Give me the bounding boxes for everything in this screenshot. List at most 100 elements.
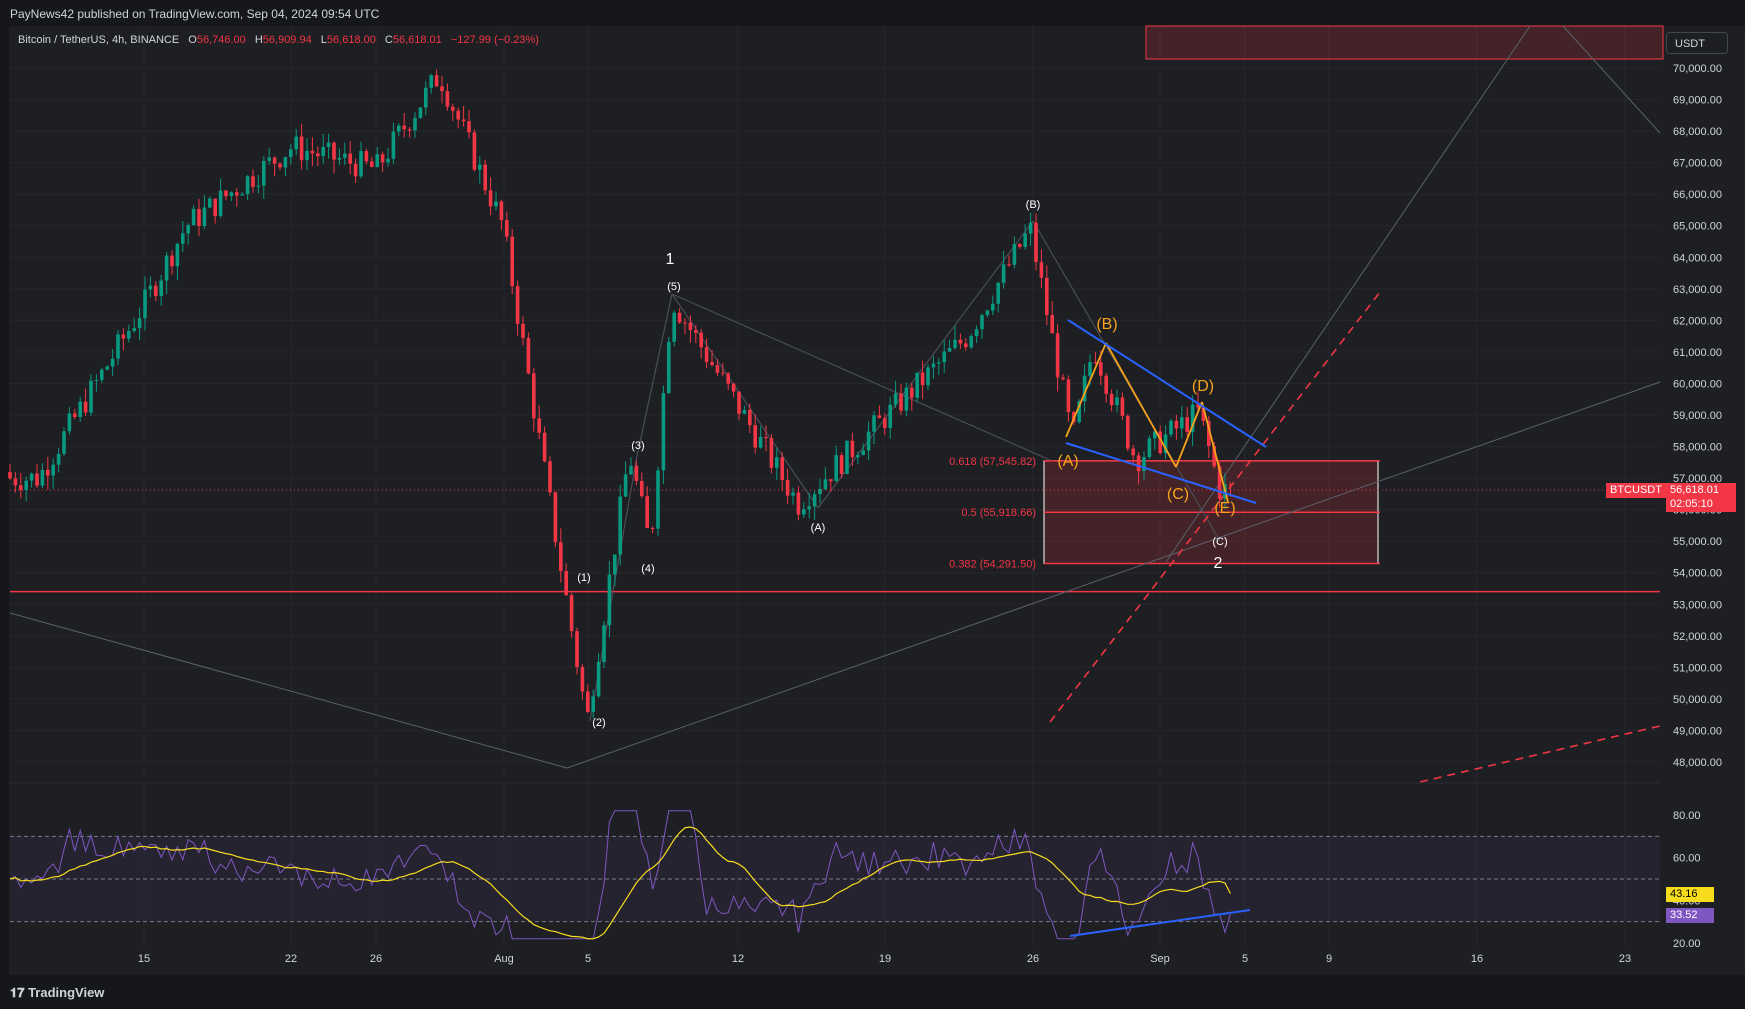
candle-body	[1082, 375, 1087, 402]
candle-body	[235, 192, 239, 196]
candle-body	[947, 347, 952, 352]
candle-body	[294, 136, 298, 150]
candle-body	[456, 110, 460, 120]
time-tick-label: 12	[732, 953, 744, 965]
candle-body	[910, 387, 914, 398]
candle-body	[1012, 244, 1017, 265]
candle-body	[1190, 404, 1195, 433]
candle-body	[364, 151, 369, 162]
candle-body	[618, 496, 622, 555]
candle-body	[488, 190, 493, 207]
candle-body	[677, 312, 682, 323]
candle-body	[586, 691, 590, 712]
price-tick-label: 50,000.00	[1673, 694, 1722, 706]
candle-body	[35, 473, 39, 486]
candle-body	[1066, 379, 1071, 413]
candle-body	[839, 455, 844, 474]
currency-button[interactable]: USDT	[1666, 32, 1728, 54]
candle-body	[796, 492, 801, 515]
candle-body	[51, 464, 55, 476]
grey-downtrend	[9, 612, 568, 769]
price-tick-label: 51,000.00	[1673, 662, 1722, 674]
candle-body	[607, 574, 612, 626]
candle-body	[1077, 401, 1081, 423]
time-tick-label: 16	[1471, 953, 1483, 965]
candle-body	[731, 383, 736, 392]
candle-body	[883, 418, 887, 428]
candle-body	[499, 201, 504, 221]
rsi-ma-line	[9, 826, 1231, 940]
candle-body	[1185, 417, 1189, 433]
candle-body	[1088, 362, 1092, 376]
candle-body	[181, 233, 185, 244]
publisher-line: PayNews42 published on TradingView.com, …	[10, 7, 380, 21]
symbol-price-tag: BTCUSDT	[1606, 483, 1666, 498]
candle-body	[715, 364, 720, 373]
grey-channel-line	[1165, 25, 1531, 563]
candle-body	[62, 431, 66, 454]
candle-body	[769, 438, 774, 468]
candle-body	[402, 125, 406, 130]
fib-618-label: 0.618 (57,545.82)	[949, 456, 1036, 468]
candle-body	[353, 163, 358, 177]
candle-body	[710, 362, 714, 365]
low-label: L	[320, 34, 327, 46]
candle-body	[202, 207, 207, 226]
close-value: 56,618.01	[392, 34, 442, 46]
candle-body	[1169, 420, 1173, 435]
candle-body	[904, 387, 909, 411]
wave-B-label: (B)	[1026, 199, 1041, 211]
brand-name: TradingView	[28, 985, 105, 1000]
footer: 𝟏𝟕 TradingView	[0, 975, 1745, 1009]
drawing-lines	[9, 25, 1661, 783]
candle-body	[326, 142, 331, 147]
candle-body	[866, 431, 871, 451]
candle-body	[775, 457, 779, 468]
candle-body	[143, 289, 147, 319]
candle-body	[526, 337, 531, 374]
candle-body	[110, 358, 115, 367]
candle-body	[1147, 438, 1152, 458]
candle-body	[996, 282, 1000, 304]
wave-p2-label: (2)	[592, 717, 605, 729]
candle-body	[980, 315, 984, 330]
tradingview-logo[interactable]: 𝟏𝟕 TradingView	[10, 985, 104, 1001]
time-tick-label: 26	[1027, 953, 1039, 965]
candle-body	[434, 75, 439, 87]
candle-body	[483, 164, 487, 191]
candle-body	[559, 542, 563, 572]
price-tick-label: 66,000.00	[1673, 189, 1722, 201]
candle-body	[148, 285, 153, 290]
last-price-tag: 56,618.01	[1666, 483, 1736, 498]
candle-body	[791, 492, 795, 496]
candle-body	[472, 132, 477, 170]
candle-body	[548, 461, 552, 493]
candle-body	[872, 415, 876, 432]
candle-body	[1126, 415, 1130, 449]
candle-body	[1196, 404, 1200, 408]
candle-body	[974, 329, 979, 337]
candle-body	[926, 367, 930, 386]
candle-body	[580, 667, 585, 692]
candle-body	[19, 485, 23, 491]
candle-body	[942, 351, 946, 363]
dashed-red-trendline	[1049, 291, 1381, 723]
price-tick-label: 57,000.00	[1673, 473, 1722, 485]
candle-body	[758, 436, 763, 448]
candle-body	[24, 480, 28, 491]
chart-labels: 0.618 (57,545.82) 0.5 (55,918.66) 0.382 (5…	[577, 199, 1235, 729]
candle-body	[94, 379, 99, 381]
candle-body	[461, 119, 466, 122]
candle-body	[370, 161, 374, 168]
candle-body	[1201, 407, 1206, 421]
candle-body	[343, 153, 347, 158]
candle-body	[386, 158, 390, 163]
candle-body	[440, 86, 444, 92]
candle-body	[1153, 431, 1157, 439]
candle-body	[1109, 393, 1114, 406]
time-tick-label: 5	[1242, 953, 1248, 965]
price-tick-label: 64,000.00	[1673, 252, 1722, 264]
candle-body	[13, 478, 18, 486]
wave-p1-label: (1)	[577, 572, 590, 584]
